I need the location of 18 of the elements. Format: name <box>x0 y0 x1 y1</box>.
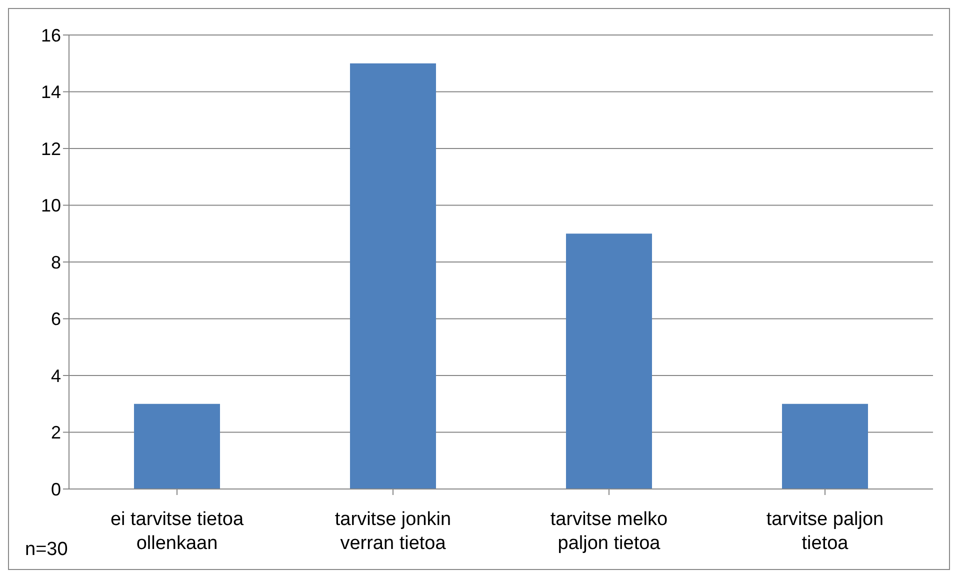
bar <box>782 404 868 489</box>
y-tick-label: 4 <box>50 366 61 386</box>
x-tick-label: tarvitse jonkin verran tietoa <box>334 509 452 554</box>
x-tick-label: tarvitse melko paljon tietoa <box>550 509 668 554</box>
y-tick-label: 2 <box>50 422 61 443</box>
y-tick-label: 6 <box>50 309 61 330</box>
bar <box>566 234 652 489</box>
y-tick-label: 14 <box>40 82 61 102</box>
y-tick-label: 16 <box>40 25 61 46</box>
bar <box>134 404 220 489</box>
y-tick-label: 8 <box>50 252 61 272</box>
y-tick-label: 0 <box>50 479 61 500</box>
bar <box>350 63 436 489</box>
y-tick-label: 12 <box>40 138 61 159</box>
x-tick-label: tarvitse paljon tietoa <box>766 509 884 554</box>
y-tick-label: 10 <box>40 196 61 216</box>
x-tick-label: ei tarvitse tietoa ollenkaan <box>110 509 244 554</box>
text: n=30 <box>25 539 68 561</box>
